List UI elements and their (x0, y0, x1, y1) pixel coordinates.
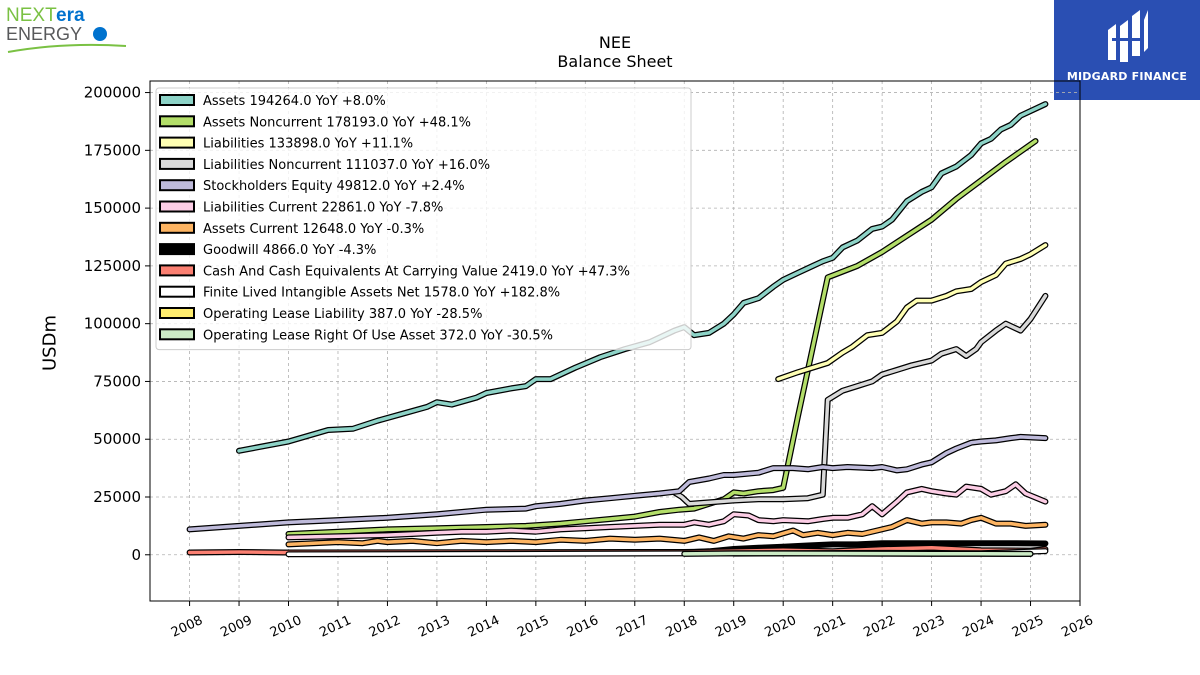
legend-swatch (159, 243, 195, 256)
y-tick-label: 200000 (84, 84, 141, 102)
legend-item: Goodwill 4866.0 YoY -4.3% (159, 243, 376, 258)
x-tick-label: 2009 (218, 613, 254, 641)
chart-subtitle: Balance Sheet (557, 52, 673, 71)
plot-frame (149, 80, 1081, 602)
midgard-finance-logo: MIDGARD FINANCE (1054, 0, 1200, 100)
legend-swatch (159, 157, 195, 170)
x-tick-label: 2017 (614, 613, 650, 641)
y-tick-label: 50000 (93, 430, 141, 448)
x-tick-label: 2014 (466, 613, 502, 641)
legend-swatch (159, 307, 195, 319)
logo-text-energy: ENERGY (6, 24, 82, 44)
logo-swoosh-icon (7, 43, 127, 53)
legend-swatch (159, 328, 195, 341)
x-tick-label: 2008 (169, 613, 205, 641)
legend-label: Assets 194264.0 YoY +8.0% (203, 94, 386, 109)
midgard-finance-label: MIDGARD FINANCE (1066, 70, 1188, 83)
series-line (286, 139, 1038, 536)
series-1 (285, 138, 1039, 537)
legend-label: Assets Noncurrent 178193.0 YoY +48.1% (203, 115, 471, 130)
series-line (672, 294, 1048, 506)
legend-item: Operating Lease Liability 387.0 YoY -28.… (159, 307, 482, 322)
legend-item: Assets 194264.0 YoY +8.0% (159, 94, 386, 109)
y-tick-label: 125000 (84, 257, 141, 275)
x-tick-label: 2011 (317, 613, 353, 641)
legend-item: Liabilities Current 22861.0 YoY -7.8% (159, 200, 443, 216)
series-4 (186, 433, 1049, 533)
series-6 (285, 514, 1049, 548)
legend-label: Operating Lease Liability 387.0 YoY -28.… (203, 307, 482, 322)
chart-title: NEE (598, 33, 632, 52)
legend-box (155, 87, 692, 351)
y-tick-label: 100000 (84, 315, 141, 333)
legend-swatch (159, 115, 195, 128)
legend-item: Liabilities 133898.0 YoY +11.1% (159, 136, 413, 152)
series-line (187, 435, 1048, 532)
legend-swatch (159, 200, 195, 213)
legend-swatch (159, 136, 195, 149)
legend-label: Liabilities Current 22861.0 YoY -7.8% (203, 201, 443, 216)
legend-item: Cash And Cash Equivalents At Carrying Va… (159, 264, 630, 279)
series-line (682, 551, 1033, 556)
legend-swatch (159, 264, 195, 277)
legend-item: Assets Noncurrent 178193.0 YoY +48.1% (159, 115, 471, 130)
legend-label: Finite Lived Intangible Assets Net 1578.… (203, 286, 560, 301)
x-tick-label: 2015 (515, 613, 551, 641)
x-tick-label: 2010 (268, 613, 304, 641)
legend-swatch (159, 221, 195, 234)
logo-text-next: NEXT (6, 5, 57, 26)
x-tick-label: 2024 (960, 613, 996, 641)
legend-label: Stockholders Equity 49812.0 YoY +2.4% (203, 179, 465, 194)
series-2 (775, 242, 1049, 383)
legend-label: Liabilities 133898.0 YoY +11.1% (203, 137, 413, 152)
legend-item: Assets Current 12648.0 YoY -0.3% (159, 221, 424, 237)
legend-label: Goodwill 4866.0 YoY -4.3% (203, 243, 376, 258)
legend: Assets 194264.0 YoY +8.0% Assets Noncurre… (155, 87, 692, 351)
midgard-emblem-icon (1108, 10, 1148, 62)
x-tick-label: 2022 (861, 613, 897, 641)
legend-label: Operating Lease Right Of Use Asset 372.0… (203, 328, 553, 343)
x-tick-label: 2018 (664, 613, 700, 641)
logo-swirl-icon (93, 27, 107, 41)
series-0 (236, 101, 1049, 454)
x-tick-label: 2020 (763, 613, 799, 641)
legend-label: Assets Current 12648.0 YoY -0.3% (203, 222, 424, 237)
series-line (286, 516, 1048, 547)
legend-swatch (159, 94, 195, 106)
series-line (237, 102, 1048, 453)
legend-label: Liabilities Noncurrent 111037.0 YoY +16.… (203, 158, 490, 173)
series-line (286, 482, 1048, 540)
legend-item: Finite Lived Intangible Assets Net 1578.… (159, 285, 560, 301)
legend-item: Operating Lease Right Of Use Asset 372.0… (159, 328, 553, 343)
x-tick-label: 2012 (367, 613, 403, 641)
y-tick-label: 75000 (93, 372, 141, 390)
x-tick-label: 2023 (911, 613, 947, 641)
legend-swatch (159, 179, 195, 192)
x-tick-label: 2019 (713, 613, 749, 641)
y-tick-label: 25000 (93, 488, 141, 506)
legend-item: Stockholders Equity 49812.0 YoY +2.4% (159, 179, 465, 194)
series-lines (186, 101, 1049, 558)
nextera-energy-logo: NEXT era ENERGY (4, 2, 134, 60)
legend-item: Liabilities Noncurrent 111037.0 YoY +16.… (159, 157, 490, 173)
series-line (776, 243, 1048, 381)
series-5 (285, 481, 1049, 541)
y-tick-label: 0 (131, 546, 141, 564)
legend-swatch (159, 285, 195, 298)
legend-label: Cash And Cash Equivalents At Carrying Va… (203, 264, 630, 279)
x-tick-label: 2016 (565, 613, 601, 641)
x-tick-label: 2026 (1059, 613, 1095, 641)
x-tick-label: 2025 (1010, 613, 1046, 641)
logo-text-era: era (56, 5, 85, 26)
series-11 (681, 550, 1034, 557)
x-tick-label: 2021 (812, 613, 848, 641)
series-3 (671, 292, 1049, 507)
y-tick-label: 150000 (84, 199, 141, 217)
x-tick-label: 2013 (416, 613, 452, 641)
y-tick-label: 175000 (84, 141, 141, 159)
